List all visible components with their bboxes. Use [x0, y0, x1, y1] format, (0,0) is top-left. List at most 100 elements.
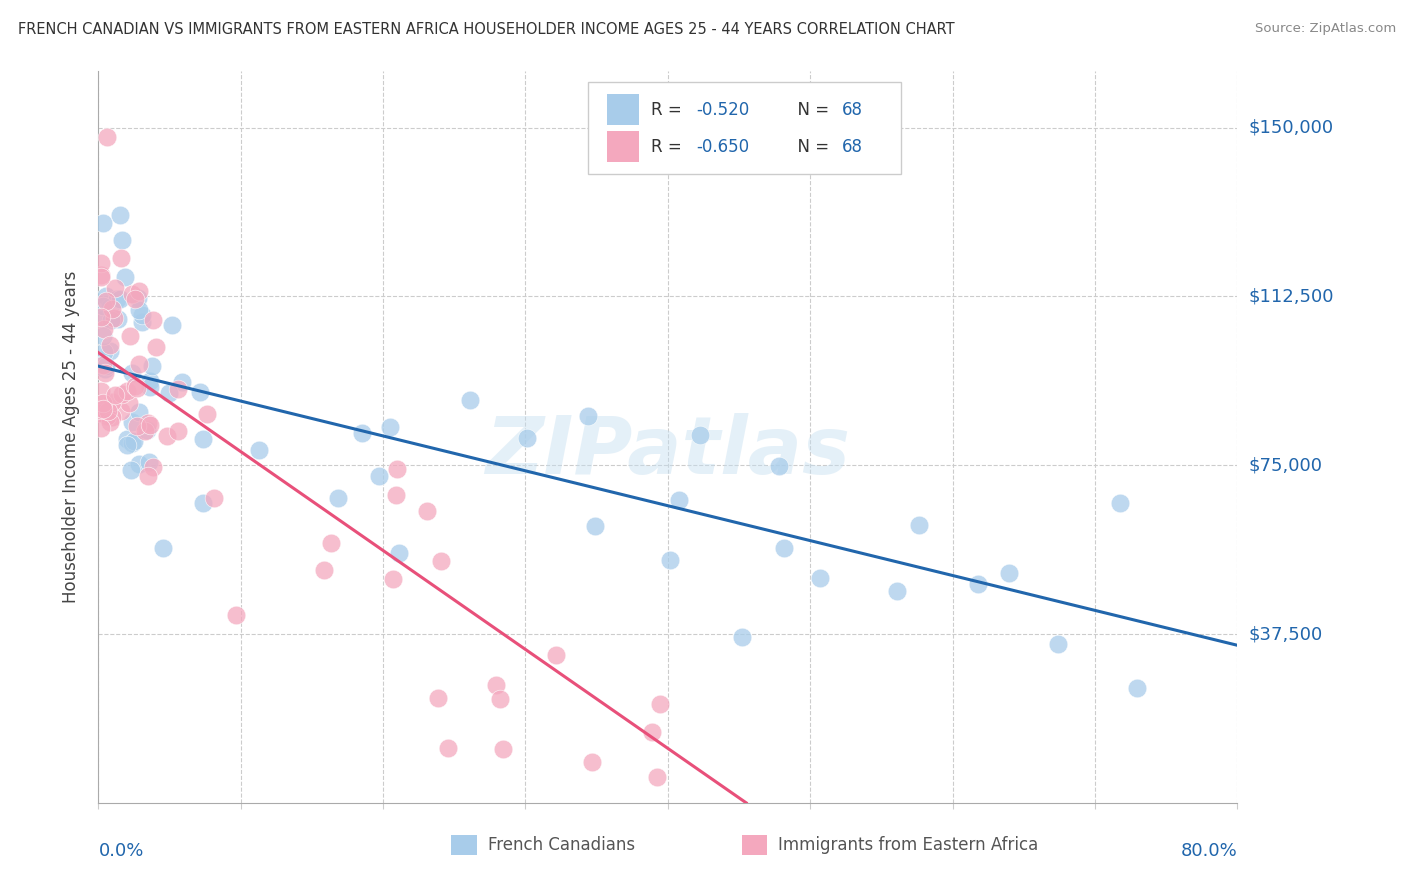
Point [136, 416, 159, 430]
Point [96, 129, 118, 144]
Point [772, 541, 794, 555]
Point [886, 584, 908, 599]
Point [105, 292, 128, 306]
Point [378, 419, 401, 434]
Point [90, 269, 112, 284]
Point [91, 401, 114, 416]
Point [188, 384, 211, 399]
Point [458, 392, 481, 407]
Point [426, 691, 449, 706]
Point [581, 755, 603, 769]
Point [583, 519, 606, 533]
Point [121, 287, 143, 301]
Point [93, 344, 115, 359]
Point [120, 463, 142, 477]
Point [641, 724, 664, 739]
Point [141, 359, 163, 373]
Point [160, 318, 183, 333]
Point [645, 770, 668, 784]
Point [388, 546, 411, 560]
Point [167, 382, 190, 396]
Text: N =: N = [787, 137, 835, 155]
Point [489, 691, 512, 706]
Point [91, 396, 114, 410]
Point [121, 436, 143, 450]
Point [326, 491, 349, 506]
Point [576, 409, 599, 423]
FancyBboxPatch shape [607, 95, 640, 125]
Y-axis label: Householder Income Ages 25 - 44 years: Householder Income Ages 25 - 44 years [62, 271, 80, 603]
Point [485, 678, 508, 692]
Point [381, 572, 404, 586]
Point [114, 270, 136, 285]
Point [145, 340, 167, 354]
Point [110, 404, 132, 418]
Point [98, 301, 121, 315]
Point [96, 359, 118, 373]
Point [314, 563, 336, 577]
Point [94, 288, 117, 302]
Point [648, 697, 671, 711]
Point [808, 571, 831, 585]
Point [94, 366, 117, 380]
Point [492, 742, 515, 756]
Point [139, 380, 162, 394]
Point [90, 421, 112, 435]
Point [98, 344, 121, 359]
Point [90, 401, 112, 415]
Point [121, 366, 143, 380]
FancyBboxPatch shape [742, 835, 766, 855]
Point [98, 337, 121, 351]
Point [368, 468, 391, 483]
Point [110, 251, 132, 265]
Point [204, 491, 226, 505]
Point [90, 310, 112, 324]
Point [104, 281, 127, 295]
Point [90, 256, 112, 270]
Point [108, 292, 131, 306]
Text: $150,000: $150,000 [1249, 119, 1333, 136]
Point [142, 460, 165, 475]
Point [104, 388, 127, 402]
Point [122, 434, 145, 449]
Point [91, 357, 114, 371]
Point [127, 292, 149, 306]
Point [91, 216, 114, 230]
Point [100, 312, 122, 326]
Point [131, 308, 153, 322]
Text: Immigrants from Eastern Africa: Immigrants from Eastern Africa [779, 836, 1039, 855]
Point [100, 416, 122, 430]
Point [152, 541, 174, 555]
Point [998, 566, 1021, 581]
Point [157, 386, 180, 401]
Point [138, 455, 160, 469]
Point [101, 395, 124, 409]
Point [118, 396, 141, 410]
Point [142, 313, 165, 327]
Point [107, 312, 129, 326]
Point [128, 284, 150, 298]
Text: -0.650: -0.650 [696, 137, 749, 155]
Point [134, 425, 156, 439]
Point [139, 417, 162, 432]
Text: $37,500: $37,500 [1249, 625, 1323, 643]
Point [436, 741, 458, 756]
Point [96, 409, 118, 424]
Text: $75,000: $75,000 [1249, 456, 1323, 475]
Point [967, 577, 990, 591]
FancyBboxPatch shape [607, 131, 640, 162]
Point [1109, 496, 1132, 510]
Point [94, 361, 117, 376]
Point [516, 431, 538, 445]
Point [108, 208, 131, 222]
Point [668, 492, 690, 507]
Point [124, 292, 146, 306]
Point [128, 303, 150, 318]
Point [131, 315, 153, 329]
Point [170, 375, 193, 389]
FancyBboxPatch shape [451, 835, 477, 855]
Text: -0.520: -0.520 [696, 101, 749, 119]
Point [127, 418, 149, 433]
Point [96, 293, 118, 308]
Text: 80.0%: 80.0% [1181, 842, 1237, 860]
